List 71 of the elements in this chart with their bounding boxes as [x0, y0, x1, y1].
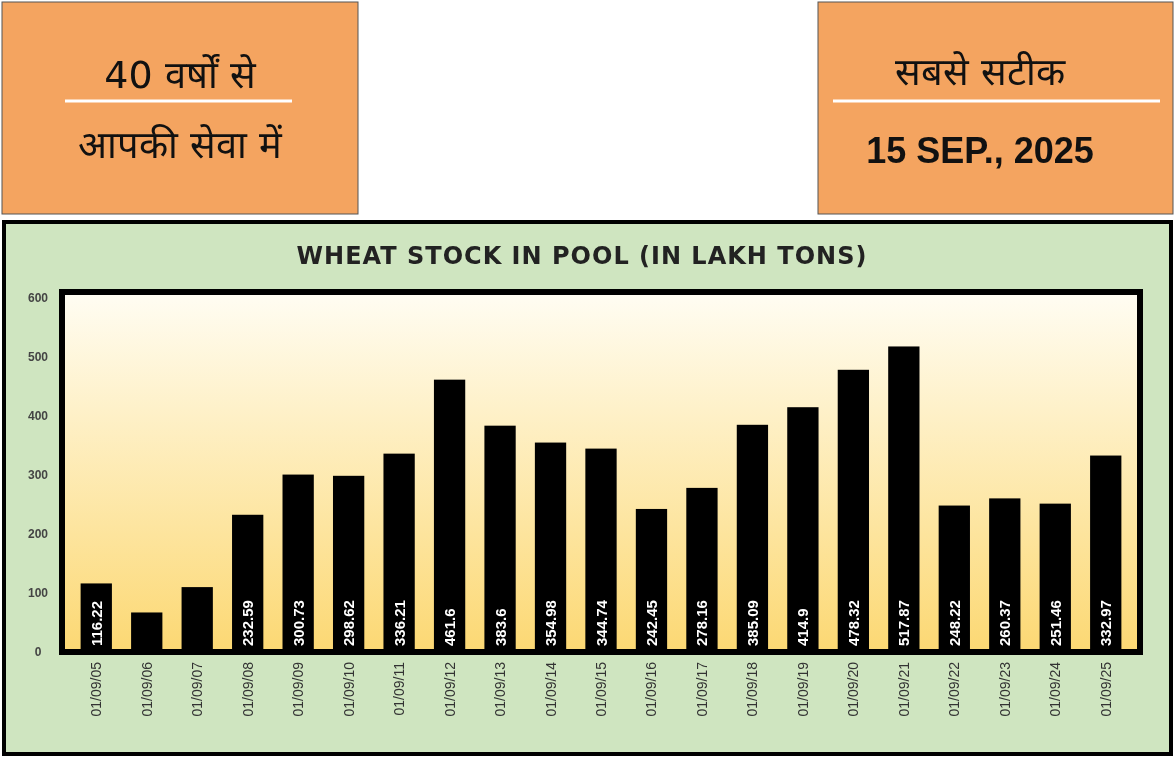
bar [787, 407, 819, 652]
x-tick-label: 01/09/20 [845, 661, 862, 717]
data-label: 260.37 [996, 600, 1014, 646]
bar [1090, 455, 1122, 652]
data-label: 336.21 [390, 600, 408, 646]
x-tick-label: 01/09/05 [88, 661, 105, 717]
bar [534, 442, 567, 652]
bar [837, 369, 870, 652]
bar [989, 498, 1021, 652]
x-tick-label: 01/09/14 [542, 661, 559, 717]
x-tick-label: 01/09/12 [441, 661, 458, 717]
x-tick-label: 01/09/17 [693, 661, 710, 717]
chart-title: WHEAT STOCK IN POOL (IN LAKH TONS) [296, 242, 868, 270]
data-label: 116.22 [87, 600, 105, 646]
bar [484, 425, 516, 652]
text: सबसे सटीक [894, 50, 1067, 94]
x-tick-label: 01/09/24 [1047, 661, 1064, 717]
text: 15 SEP., 2025 [866, 130, 1094, 171]
x-tick-label: 01/09/06 [138, 661, 155, 717]
data-label: 232.59 [239, 600, 257, 646]
bar [181, 587, 213, 652]
data-label: 278.16 [693, 600, 711, 646]
bar [635, 508, 668, 652]
bar [888, 346, 920, 652]
y-tick-label: 0 [34, 645, 42, 659]
x-tick-label: 01/09/15 [593, 661, 609, 717]
data-label: 251.46 [1046, 600, 1064, 646]
y-tick-label: 500 [27, 350, 49, 364]
data-label: 385.09 [743, 600, 761, 646]
y-tick-label: 600 [27, 291, 49, 305]
x-tick-label: 01/09/16 [643, 661, 660, 717]
y-tick-label: 100 [27, 586, 49, 600]
bar [282, 474, 314, 652]
x-tick-label: 01/09/13 [492, 661, 509, 717]
x-tick-label: 01/09/11 [391, 661, 408, 716]
x-tick-label: 01/09/10 [340, 661, 357, 717]
data-label: 517.87 [895, 600, 913, 646]
text: 40 वर्षों से आपकी सेवा में [77, 53, 284, 167]
x-tick-label: 01/09/23 [996, 661, 1013, 717]
x-tick-label: 01/09/18 [744, 661, 761, 717]
data-label: 461.6 [441, 608, 459, 646]
bar [1039, 503, 1071, 652]
bar [938, 505, 970, 652]
data-label: 383.6 [491, 608, 509, 646]
x-tick-label: 01/09/07 [189, 661, 206, 717]
bar [232, 514, 264, 652]
y-tick-label: 300 [27, 468, 49, 482]
x-tick-label: 01/09/25 [1097, 661, 1114, 717]
data-label: 332.97 [1097, 600, 1115, 646]
y-tick-label: 400 [27, 409, 49, 423]
x-tick-label: 01/09/09 [290, 661, 307, 717]
bar [686, 487, 718, 652]
bar [433, 379, 466, 652]
data-label: 298.62 [340, 600, 358, 646]
data-label: 478.32 [844, 600, 862, 646]
data-label: 242.45 [642, 600, 660, 646]
data-label: 414.9 [794, 608, 812, 646]
x-tick-label: 01/09/08 [239, 661, 256, 717]
data-label: 344.74 [592, 599, 610, 646]
x-tick-label: 01/09/21 [895, 661, 912, 717]
x-tick-label: 01/09/19 [794, 661, 811, 717]
data-label: 300.73 [289, 600, 307, 646]
bar [332, 475, 365, 652]
data-label: 354.98 [542, 600, 560, 646]
x-tick-label: 01/09/22 [946, 661, 963, 717]
bar [383, 453, 415, 652]
bar [131, 612, 163, 652]
data-label: 248.22 [945, 600, 963, 646]
y-tick-label: 200 [27, 527, 49, 541]
bar [736, 424, 769, 652]
bar [585, 448, 617, 652]
